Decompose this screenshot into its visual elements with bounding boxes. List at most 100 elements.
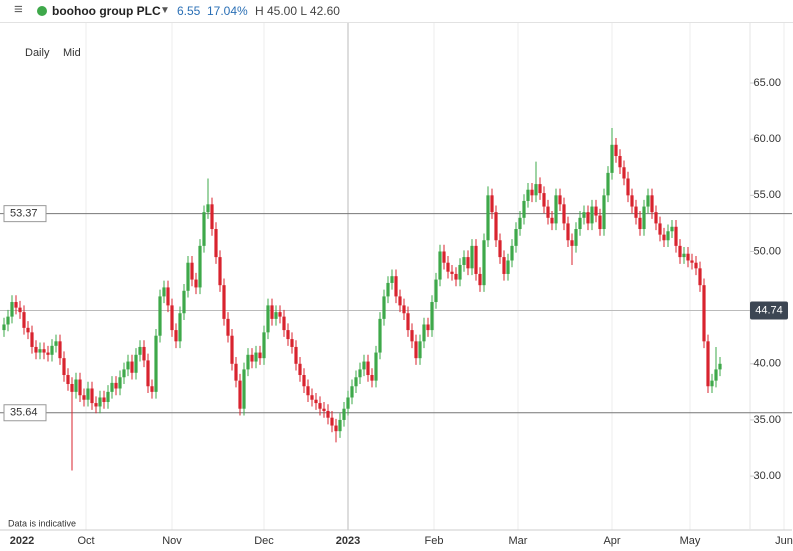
- candle-body: [554, 195, 558, 224]
- candle-body: [614, 144, 618, 157]
- dropdown-caret[interactable]: ▼: [160, 5, 170, 16]
- candle-body: [506, 260, 510, 274]
- candle-body: [718, 363, 722, 370]
- candle-body: [102, 397, 106, 402]
- candle-body: [418, 341, 422, 359]
- candle-body: [226, 318, 230, 336]
- candle-body: [290, 339, 294, 347]
- candle-body: [278, 312, 282, 317]
- candle-body: [42, 349, 46, 353]
- candle-body: [110, 382, 114, 392]
- y-tick-label: 40.00: [753, 358, 781, 370]
- candle-body: [162, 287, 166, 297]
- candle-body: [562, 204, 566, 224]
- candle-body: [546, 206, 550, 218]
- change: 6.55: [177, 4, 201, 18]
- candle-body: [254, 352, 258, 362]
- candle-body: [434, 279, 438, 303]
- reference-label: 35.64: [10, 407, 38, 419]
- candle-body: [10, 302, 14, 317]
- candle-body: [622, 167, 626, 179]
- candle-body: [422, 324, 426, 342]
- candle-body: [690, 260, 694, 263]
- candle-body: [202, 212, 206, 246]
- candle-body: [14, 302, 18, 308]
- candle-body: [34, 346, 38, 353]
- candle-body: [582, 212, 586, 218]
- candle-body: [138, 346, 142, 355]
- candle-body: [454, 273, 458, 280]
- candle-body: [222, 285, 226, 319]
- candle-body: [686, 253, 690, 261]
- candle-body: [442, 251, 446, 263]
- candle-body: [274, 312, 278, 319]
- candle-body: [394, 276, 398, 297]
- reference-label-box: [3, 205, 47, 223]
- candle-body: [658, 223, 662, 235]
- reference-label: 53.37: [10, 208, 38, 220]
- candle-body: [98, 397, 102, 407]
- chart: Daily Mid 2022 Oct Nov Dec 2023 Feb Mar Apr May Jun…: [0, 23, 793, 547]
- candle-body: [610, 144, 614, 173]
- candle-body: [538, 184, 542, 194]
- candle-body: [414, 341, 418, 359]
- candle-body: [358, 369, 362, 378]
- candle-body: [234, 363, 238, 381]
- candle-body: [250, 354, 254, 362]
- candle-body: [666, 231, 670, 241]
- candle-body: [322, 408, 326, 411]
- candle-body: [354, 377, 358, 387]
- candle-body: [410, 330, 414, 342]
- x-tick-label: Dec: [254, 535, 274, 547]
- y-tick-label: 50.00: [753, 245, 781, 257]
- candle-body: [430, 302, 434, 331]
- candle-body: [646, 195, 650, 207]
- y-tick-label: 30.00: [753, 470, 781, 482]
- candle-body: [82, 395, 86, 400]
- candle-body: [154, 335, 158, 392]
- candle-body: [178, 313, 182, 342]
- candle-body: [62, 358, 66, 376]
- candle-body: [214, 229, 218, 258]
- candle-body: [122, 369, 126, 378]
- candle-body: [302, 375, 306, 387]
- candle-body: [678, 245, 682, 258]
- candle-body: [466, 257, 470, 269]
- candle-body: [314, 399, 318, 404]
- last-price-label: 44.74: [755, 304, 783, 316]
- y-tick-label: 35.00: [753, 414, 781, 426]
- candle-body: [586, 212, 590, 224]
- candle-body: [662, 234, 666, 241]
- candle-body: [342, 408, 346, 420]
- candle-body: [338, 419, 342, 432]
- candle-body: [482, 240, 486, 286]
- candle-body: [386, 282, 390, 297]
- candle-body: [626, 178, 630, 196]
- candle-body: [334, 425, 338, 432]
- candle-body: [638, 217, 642, 230]
- toolbar-button[interactable]: Mid: [63, 47, 81, 59]
- candle-body: [2, 324, 6, 331]
- candle-body: [382, 296, 386, 319]
- candle-body: [78, 379, 82, 396]
- candle-body: [514, 229, 518, 246]
- y-tick-label: 60.00: [753, 133, 781, 145]
- candle-body: [654, 212, 658, 224]
- candle-body: [266, 305, 270, 333]
- x-tick-label: Nov: [162, 535, 182, 547]
- candle-body: [74, 379, 78, 392]
- candle-body: [130, 361, 134, 373]
- candle-body: [126, 361, 130, 370]
- candle-body: [38, 349, 42, 353]
- candle-body: [462, 257, 466, 265]
- menu-icon[interactable]: ≡: [14, 1, 23, 18]
- candle-body: [134, 354, 138, 373]
- candle-body: [590, 206, 594, 224]
- candle-body: [398, 296, 402, 306]
- instrument-name[interactable]: boohoo group PLC: [52, 4, 161, 18]
- toolbar-button[interactable]: Daily: [25, 47, 50, 59]
- candle-body: [478, 273, 482, 286]
- high-low: H 45.00 L 42.60: [255, 4, 340, 18]
- candle-body: [606, 172, 610, 196]
- candle-body: [522, 200, 526, 218]
